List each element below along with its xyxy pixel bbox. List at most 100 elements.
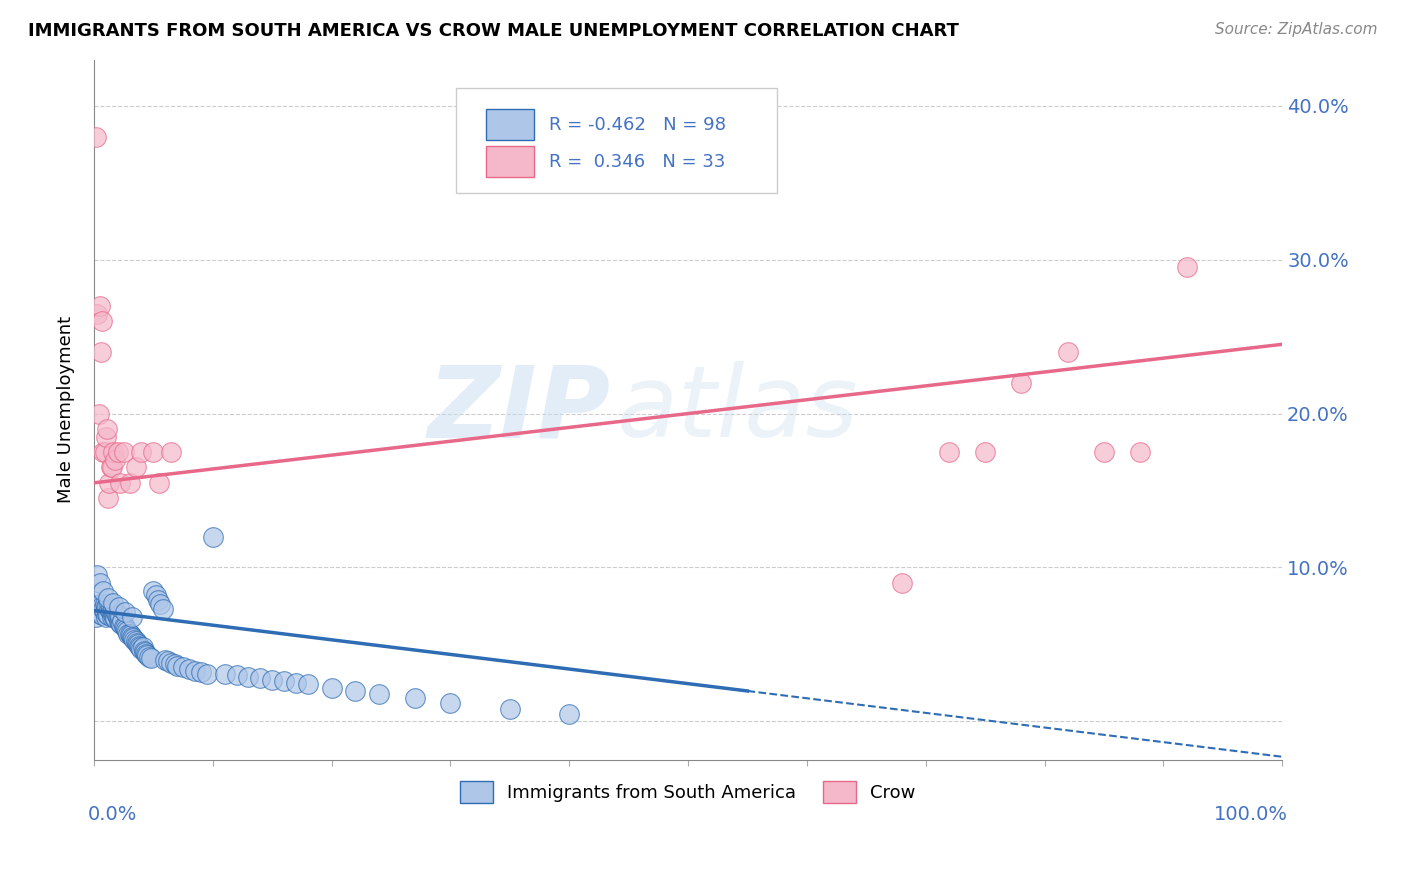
- Point: [97, 591, 120, 606]
- Point: [124, 632, 146, 647]
- Point: [100, 605, 122, 619]
- Point: [160, 445, 183, 459]
- Point: [91, 608, 114, 623]
- Point: [149, 598, 172, 612]
- Point: [1175, 260, 1198, 275]
- Point: [108, 615, 131, 630]
- Point: [195, 666, 218, 681]
- FancyBboxPatch shape: [457, 87, 778, 193]
- Point: [190, 665, 212, 679]
- Point: [499, 702, 522, 716]
- Point: [177, 662, 200, 676]
- Point: [108, 600, 131, 615]
- Point: [105, 608, 128, 623]
- Point: [107, 609, 129, 624]
- Point: [284, 676, 307, 690]
- Point: [107, 445, 129, 459]
- Text: atlas: atlas: [617, 361, 859, 458]
- Point: [160, 656, 183, 670]
- Point: [96, 422, 118, 436]
- Point: [117, 626, 139, 640]
- Point: [152, 602, 174, 616]
- Point: [101, 602, 124, 616]
- Point: [101, 608, 124, 623]
- Point: [90, 605, 112, 619]
- Point: [108, 475, 131, 490]
- Point: [121, 609, 143, 624]
- Point: [1010, 376, 1032, 390]
- Point: [131, 642, 153, 657]
- Point: [184, 664, 207, 678]
- Point: [104, 611, 127, 625]
- Point: [98, 596, 121, 610]
- Point: [93, 605, 115, 619]
- Text: Source: ZipAtlas.com: Source: ZipAtlas.com: [1215, 22, 1378, 37]
- Point: [125, 636, 148, 650]
- Point: [108, 608, 131, 623]
- Point: [225, 668, 247, 682]
- Point: [118, 475, 141, 490]
- Point: [91, 599, 114, 613]
- Point: [131, 445, 153, 459]
- Point: [90, 345, 112, 359]
- Point: [100, 609, 122, 624]
- Point: [138, 649, 160, 664]
- Point: [84, 129, 107, 144]
- Point: [249, 671, 271, 685]
- Legend: Immigrants from South America, Crow: Immigrants from South America, Crow: [453, 774, 922, 810]
- Point: [110, 617, 132, 632]
- Point: [1057, 345, 1080, 359]
- Point: [100, 600, 122, 615]
- Point: [104, 452, 127, 467]
- Y-axis label: Male Unemployment: Male Unemployment: [58, 316, 75, 503]
- Point: [148, 475, 170, 490]
- Point: [112, 445, 135, 459]
- Point: [86, 600, 108, 615]
- Point: [142, 445, 165, 459]
- Point: [97, 491, 120, 506]
- Point: [135, 647, 157, 661]
- Point: [136, 648, 159, 663]
- Point: [108, 615, 131, 629]
- Point: [111, 615, 134, 629]
- Point: [1129, 445, 1152, 459]
- Point: [938, 445, 960, 459]
- Point: [93, 445, 115, 459]
- Point: [172, 660, 194, 674]
- Point: [104, 603, 127, 617]
- Point: [86, 306, 108, 320]
- Point: [1092, 445, 1115, 459]
- Point: [89, 299, 111, 313]
- Point: [124, 634, 146, 648]
- Point: [93, 598, 115, 612]
- Point: [103, 605, 125, 619]
- Point: [891, 575, 914, 590]
- Point: [134, 645, 156, 659]
- Point: [86, 568, 108, 582]
- Point: [100, 460, 122, 475]
- Point: [142, 583, 165, 598]
- Point: [404, 691, 426, 706]
- FancyBboxPatch shape: [486, 145, 534, 178]
- Point: [93, 445, 115, 459]
- Point: [97, 608, 120, 623]
- Point: [238, 670, 260, 684]
- Point: [93, 602, 115, 616]
- Text: 0.0%: 0.0%: [89, 805, 138, 824]
- Point: [146, 592, 169, 607]
- Point: [98, 602, 121, 616]
- Text: ZIP: ZIP: [427, 361, 610, 458]
- Point: [118, 626, 141, 640]
- Point: [89, 575, 111, 590]
- Point: [108, 609, 131, 624]
- Point: [112, 619, 135, 633]
- Point: [122, 632, 145, 646]
- Point: [101, 596, 124, 610]
- Text: IMMIGRANTS FROM SOUTH AMERICA VS CROW MALE UNEMPLOYMENT CORRELATION CHART: IMMIGRANTS FROM SOUTH AMERICA VS CROW MA…: [28, 22, 959, 40]
- Point: [129, 640, 152, 655]
- Point: [124, 460, 146, 475]
- Point: [100, 603, 122, 617]
- Point: [87, 603, 110, 617]
- Point: [101, 445, 124, 459]
- Text: R = -0.462   N = 98: R = -0.462 N = 98: [548, 116, 725, 134]
